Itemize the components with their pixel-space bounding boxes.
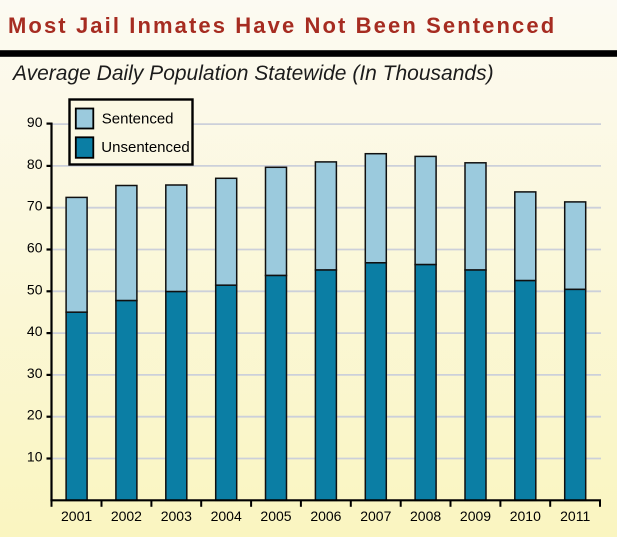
svg-text:2010: 2010 bbox=[510, 508, 541, 524]
svg-text:2006: 2006 bbox=[310, 508, 341, 524]
svg-text:40: 40 bbox=[27, 323, 43, 339]
svg-text:20: 20 bbox=[27, 407, 43, 423]
svg-text:2003: 2003 bbox=[161, 508, 192, 524]
svg-text:Most Jail Inmates Have Not Bee: Most Jail Inmates Have Not Been Sentence… bbox=[8, 13, 556, 38]
svg-text:2004: 2004 bbox=[211, 508, 242, 524]
svg-text:2005: 2005 bbox=[260, 508, 291, 524]
svg-text:2009: 2009 bbox=[460, 508, 491, 524]
svg-text:Average Daily Population State: Average Daily Population Statewide (In T… bbox=[11, 62, 494, 85]
svg-text:2007: 2007 bbox=[360, 508, 391, 524]
svg-text:2002: 2002 bbox=[111, 508, 142, 524]
svg-text:90: 90 bbox=[27, 114, 43, 130]
svg-text:2008: 2008 bbox=[410, 508, 441, 524]
svg-text:50: 50 bbox=[27, 281, 43, 297]
svg-text:80: 80 bbox=[27, 156, 43, 172]
svg-text:Unsentenced: Unsentenced bbox=[101, 139, 189, 156]
svg-text:2001: 2001 bbox=[61, 508, 92, 524]
svg-text:60: 60 bbox=[27, 240, 43, 256]
svg-text:2011: 2011 bbox=[560, 508, 590, 524]
svg-text:Sentenced: Sentenced bbox=[102, 111, 174, 128]
svg-text:10: 10 bbox=[27, 449, 43, 465]
svg-text:30: 30 bbox=[27, 365, 43, 381]
svg-text:70: 70 bbox=[27, 198, 43, 214]
